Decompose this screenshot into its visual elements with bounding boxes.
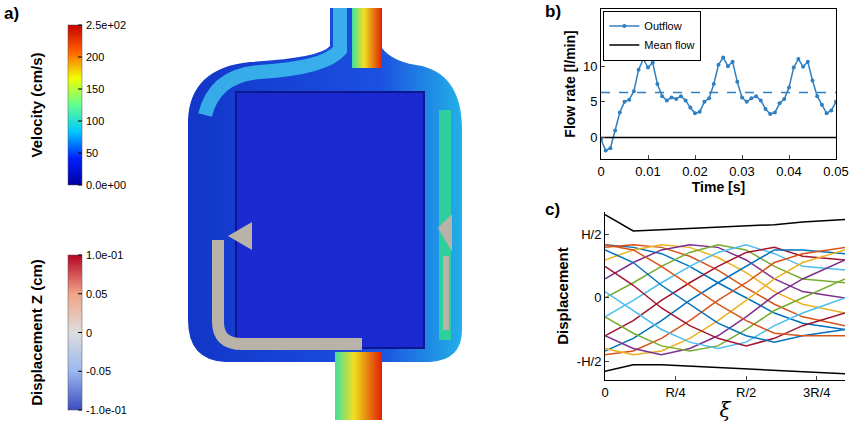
svg-text:-1.0e-01: -1.0e-01 <box>86 404 127 416</box>
svg-text:100: 100 <box>86 115 104 127</box>
svg-text:5: 5 <box>590 94 597 109</box>
svg-text:0: 0 <box>601 385 608 400</box>
svg-text:R/2: R/2 <box>736 385 756 400</box>
svg-text:Displacement Z (cm): Displacement Z (cm) <box>28 259 45 406</box>
svg-text:R/4: R/4 <box>665 385 685 400</box>
svg-text:-0.05: -0.05 <box>86 365 111 377</box>
svg-text:0.0e+00: 0.0e+00 <box>86 179 126 191</box>
svg-text:0.04: 0.04 <box>776 164 801 179</box>
svg-text:Time [s]: Time [s] <box>692 179 745 195</box>
svg-text:Displacement: Displacement <box>554 247 571 345</box>
svg-text:0.01: 0.01 <box>635 164 660 179</box>
html-text:c): c) <box>545 200 561 219</box>
svg-text:0.03: 0.03 <box>729 164 754 179</box>
svg-text:50: 50 <box>86 147 98 159</box>
svg-text:Mean flow: Mean flow <box>644 39 694 51</box>
html-text:a): a) <box>4 4 20 23</box>
svg-text:0.02: 0.02 <box>682 164 707 179</box>
svg-text:3R/4: 3R/4 <box>803 385 830 400</box>
svg-text:2.5e+02: 2.5e+02 <box>86 19 126 31</box>
html-text:b): b) <box>545 2 561 21</box>
svg-text:0: 0 <box>594 290 601 305</box>
svg-text:0: 0 <box>86 327 92 339</box>
svg-text:150: 150 <box>86 83 104 95</box>
svg-text:-H/2: -H/2 <box>577 354 602 369</box>
svg-text:ξ: ξ <box>719 398 731 422</box>
svg-text:Flow rate [l/min]: Flow rate [l/min] <box>562 30 578 137</box>
svg-text:1.0e-01: 1.0e-01 <box>86 249 123 261</box>
svg-text:Outflow: Outflow <box>644 20 681 32</box>
svg-text:0: 0 <box>590 130 597 145</box>
svg-text:H/2: H/2 <box>581 227 601 242</box>
svg-text:0.05: 0.05 <box>823 164 848 179</box>
svg-text:0: 0 <box>597 164 604 179</box>
svg-text:10: 10 <box>583 59 597 74</box>
svg-text:0.05: 0.05 <box>86 288 107 300</box>
svg-text:Velocity (cm/s): Velocity (cm/s) <box>28 52 45 157</box>
svg-text:200: 200 <box>86 51 104 63</box>
